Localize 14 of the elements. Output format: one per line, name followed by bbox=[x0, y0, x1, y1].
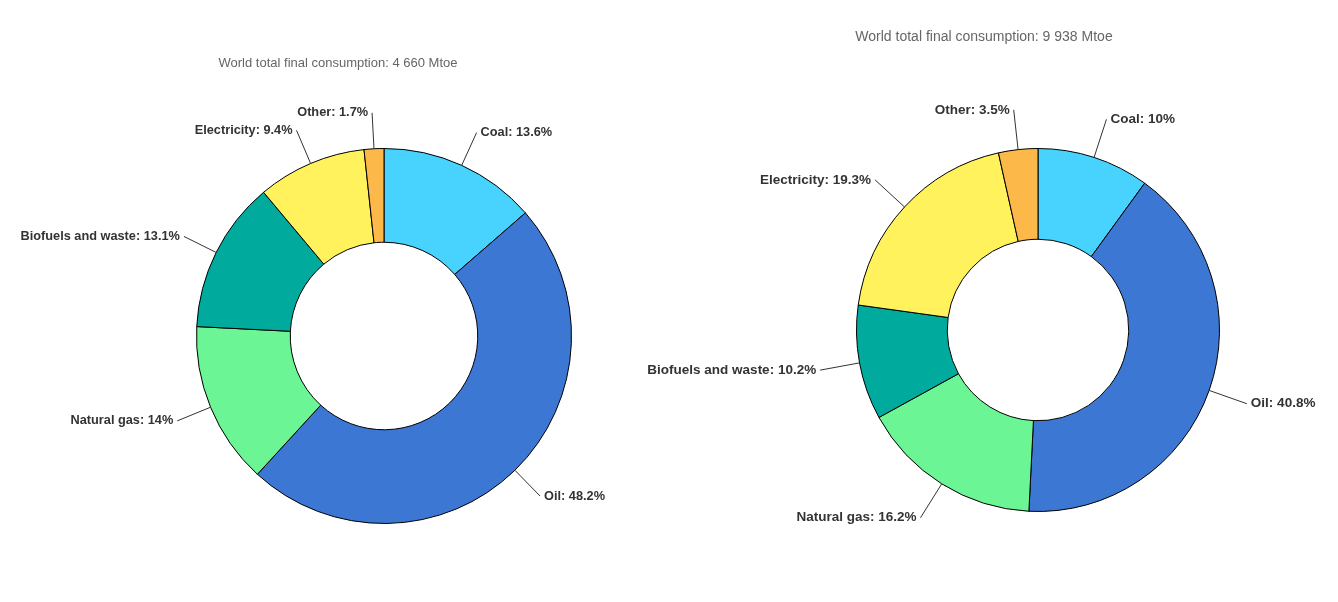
slice-label: Other: 3.5% bbox=[934, 101, 1010, 117]
slice-label: Natural gas: 14% bbox=[70, 412, 174, 428]
slice-label: Natural gas: 16.2% bbox=[796, 509, 917, 525]
slice-label: Biofuels and waste: 13.1% bbox=[20, 227, 180, 243]
slice-label: Coal: 10% bbox=[1110, 111, 1175, 127]
slice-label: Coal: 13.6% bbox=[480, 124, 553, 140]
slice-label: Other: 1.7% bbox=[297, 104, 369, 120]
slice-label: Oil: 40.8% bbox=[1250, 395, 1316, 411]
chart-title: World total final consumption: 4 660 Mtoe bbox=[218, 55, 458, 71]
chart-title: World total final consumption: 9 938 Mtoe bbox=[855, 27, 1113, 45]
slice-label: Biofuels and waste: 10.2% bbox=[647, 361, 817, 377]
slice-label: Electricity: 9.4% bbox=[194, 121, 293, 137]
slice-label: Electricity: 19.3% bbox=[760, 171, 872, 187]
slice-label: Oil: 48.2% bbox=[544, 487, 605, 503]
